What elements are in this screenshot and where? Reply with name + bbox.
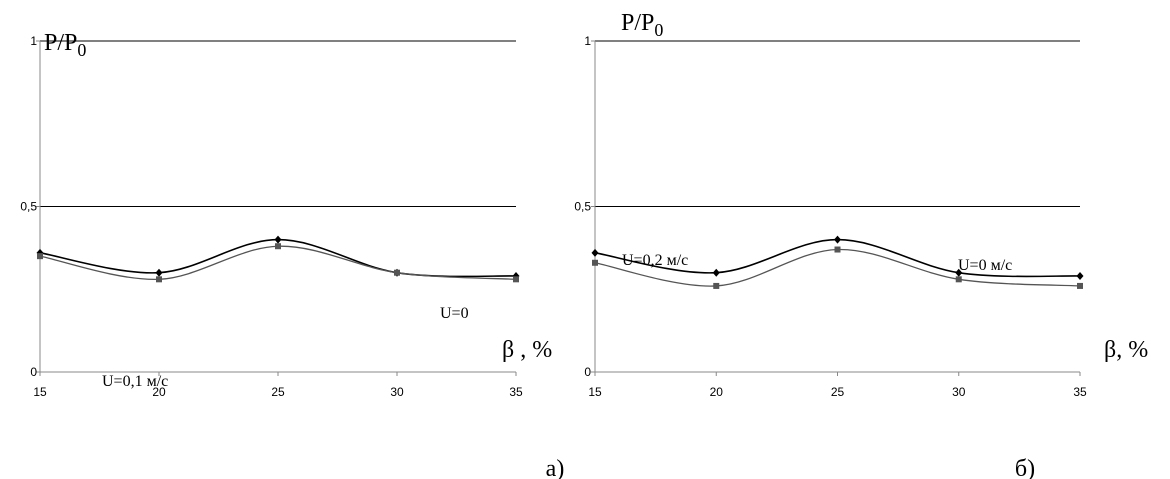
y-tick-label: 0,5 [574,200,591,214]
x-tick-label: 30 [390,385,404,399]
x-axis-title: β, % [1104,337,1148,363]
x-tick-label: 20 [710,385,724,399]
x-tick-label: 15 [588,385,602,399]
series-label: U=0,1 м/с [102,373,168,390]
y-axis-title-main: P/P [44,30,77,56]
y-axis-title-sub: 0 [654,20,663,40]
x-tick-label: 30 [952,385,966,399]
data-point-diamond [274,235,282,244]
y-tick-label: 0 [30,365,37,379]
data-point-diamond [591,248,599,257]
x-tick-label: 20 [152,385,166,399]
panel-label: б) [1015,456,1035,479]
data-point-square [37,253,43,260]
y-axis-title-main: P/P [621,10,654,36]
series-line [39,245,517,280]
y-axis-title: P/P0 [44,30,86,60]
series-label: U=0 [440,305,469,322]
y-tick-label: 1 [584,34,591,48]
data-point-diamond [712,268,720,277]
x-tick-label: 25 [831,385,845,399]
data-point-square [592,259,598,266]
data-point-diamond [1076,272,1084,281]
series-label: U=0 м/с [958,257,1012,274]
y-tick-label: 1 [30,34,37,48]
data-point-diamond [155,268,163,277]
data-point-square [394,269,400,276]
panel-label: а) [546,456,565,479]
data-point-square [713,282,720,289]
data-point-square [955,276,962,283]
x-axis-title: β , % [502,337,552,363]
x-tick-label: 35 [509,385,523,399]
data-point-diamond [955,268,963,277]
data-point-square [156,276,162,283]
x-tick-label: 15 [33,385,47,399]
y-axis-title: P/P0 [621,10,663,40]
data-point-diamond [834,235,841,244]
data-point-square [275,243,281,250]
data-point-square [834,246,841,253]
y-axis-title-sub: 0 [77,40,86,60]
x-tick-label: 25 [271,385,285,399]
y-tick-label: 0 [584,365,591,379]
series-label: U=0,2 м/с [622,252,688,269]
data-point-square [1077,282,1083,289]
data-point-square [513,276,519,283]
x-tick-label: 35 [1073,385,1087,399]
y-tick-label: 0,5 [20,200,37,214]
